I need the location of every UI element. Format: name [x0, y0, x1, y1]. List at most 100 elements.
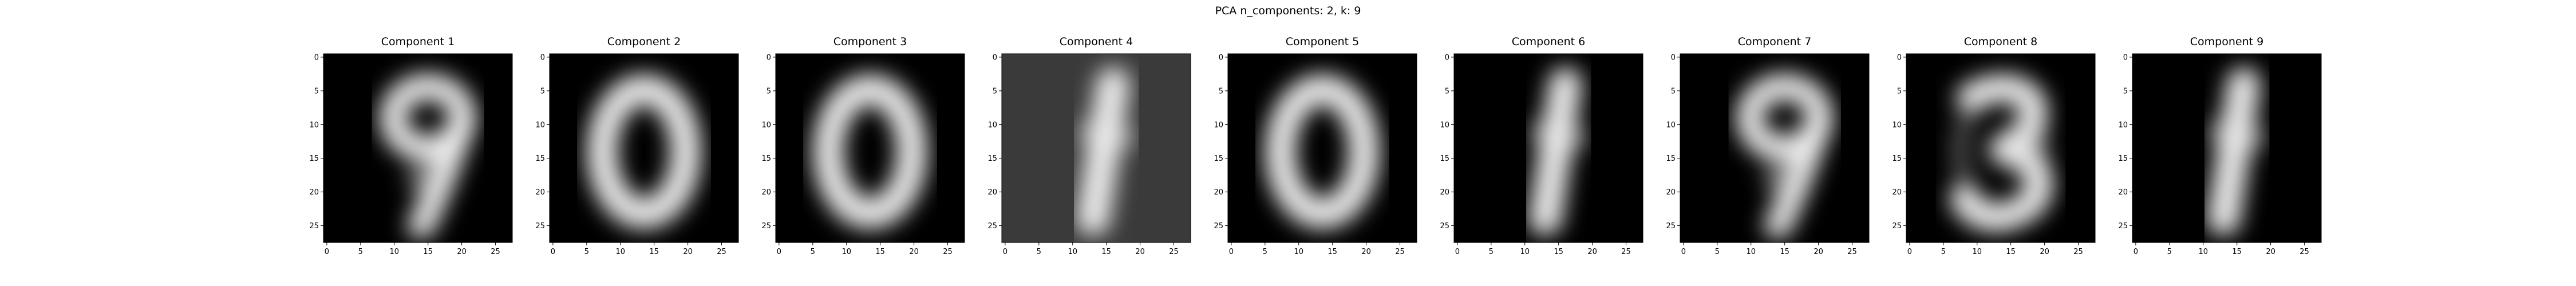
x-tick-label: 20	[1361, 248, 1371, 256]
x-tick-label: 0	[1455, 248, 1460, 256]
y-tick-label: 5	[1445, 87, 1449, 96]
y-tick-label: 20	[1214, 188, 1223, 197]
y-tick-label: 15	[1440, 154, 1449, 163]
digit-stroke	[1763, 164, 1793, 193]
heatmap-axes: 0 5 10 15 20 25 0 5 10 15 20 25	[1228, 35, 1445, 264]
y-tick-label: 5	[540, 87, 545, 96]
figure-title: PCA n_components: 2, k: 9	[0, 5, 2576, 17]
x-tick-label: 0	[1681, 248, 1686, 256]
x-tick-label: 10	[841, 248, 851, 256]
y-tick-label: 15	[535, 154, 545, 163]
component-panel-8: Component 8 0 5 10 15 20 25 0 5 10 15 20 25	[1906, 35, 2124, 264]
x-tick-label: 15	[423, 248, 433, 256]
y-tick-label: 15	[1892, 154, 1902, 163]
y-tick-label: 0	[2123, 53, 2128, 62]
x-tick-label: 20	[1587, 248, 1597, 256]
y-tick-label: 0	[993, 53, 997, 62]
y-tick-label: 10	[1892, 121, 1902, 129]
x-tick-label: 0	[777, 248, 781, 256]
y-tick-label: 15	[987, 154, 997, 163]
x-tick-label: 10	[1068, 248, 1077, 256]
y-tick-label: 20	[761, 188, 771, 197]
x-tick-label: 15	[649, 248, 659, 256]
x-tick-label: 5	[1715, 248, 1720, 256]
x-tick-label: 20	[1135, 248, 1145, 256]
y-tick-label: 10	[1214, 121, 1223, 129]
x-tick-label: 0	[325, 248, 329, 256]
heatmap-axes: 0 5 10 15 20 25 0 5 10 15 20 25	[2132, 35, 2350, 264]
y-tick-label: 0	[1219, 53, 1223, 62]
heatmap-axes: 0 5 10 15 20 25 0 5 10 15 20 25	[1454, 35, 1672, 264]
y-tick-label: 10	[761, 121, 771, 129]
y-tick-label: 25	[987, 222, 997, 231]
y-tick-label: 5	[1897, 87, 1902, 96]
x-tick-label: 10	[1520, 248, 1530, 256]
x-tick-label: 0	[1003, 248, 1008, 256]
component-panel-6: Component 6 0 5 10 15 20 25 0 5 10 15 20 25	[1454, 35, 1672, 264]
x-tick-label: 20	[1814, 248, 1823, 256]
x-tick-label: 5	[1941, 248, 1946, 256]
y-tick-label: 0	[314, 53, 319, 62]
x-tick-label: 25	[1621, 248, 1631, 256]
x-tick-label: 0	[2134, 248, 2138, 256]
x-tick-label: 5	[1489, 248, 1494, 256]
x-tick-label: 10	[1972, 248, 1982, 256]
y-tick-label: 15	[1214, 154, 1223, 163]
x-tick-label: 25	[1395, 248, 1405, 256]
y-tick-label: 25	[1214, 222, 1223, 231]
x-tick-label: 20	[2040, 248, 2049, 256]
digit-stroke	[1538, 132, 1579, 143]
x-tick-label: 15	[1327, 248, 1337, 256]
y-tick-label: 25	[1892, 222, 1902, 231]
heatmap-axes: 0 5 10 15 20 25 0 5 10 15 20 25	[1680, 35, 1898, 264]
x-tick-label: 5	[358, 248, 363, 256]
x-tick-label: 15	[875, 248, 885, 256]
y-tick-label: 10	[535, 121, 545, 129]
x-tick-label: 20	[2266, 248, 2275, 256]
x-tick-label: 5	[811, 248, 815, 256]
y-tick-label: 20	[1892, 188, 1902, 197]
x-tick-label: 15	[1101, 248, 1111, 256]
y-tick-label: 20	[2118, 188, 2128, 197]
x-tick-label: 5	[1037, 248, 1041, 256]
x-tick-label: 10	[1746, 248, 1756, 256]
y-tick-label: 25	[1440, 222, 1449, 231]
y-tick-label: 5	[1219, 87, 1223, 96]
x-tick-label: 25	[1169, 248, 1179, 256]
y-tick-label: 0	[1445, 53, 1449, 62]
heatmap-axes: 0 5 10 15 20 25 0 5 10 15 20 25	[1002, 35, 1219, 264]
x-tick-label: 10	[2198, 248, 2208, 256]
x-tick-label: 20	[909, 248, 919, 256]
heatmap-axes: 0 5 10 15 20 25 0 5 10 15 20 25	[550, 35, 767, 264]
x-tick-label: 15	[1780, 248, 1789, 256]
component-panel-9: Component 9 0 5 10 15 20 25 0 5 10 15 20 25	[2132, 35, 2350, 264]
y-tick-label: 20	[535, 188, 545, 197]
x-tick-label: 0	[1229, 248, 1234, 256]
component-panel-5: Component 5 0 5 10 15 20 25 0 5 10 15 20 25	[1228, 35, 1445, 264]
y-tick-label: 15	[2118, 154, 2128, 163]
heatmap-axes: 0 5 10 15 20 25 0 5 10 15 20 25	[323, 35, 541, 264]
y-tick-label: 10	[987, 121, 997, 129]
x-tick-label: 5	[2167, 248, 2172, 256]
y-tick-label: 0	[540, 53, 545, 62]
x-tick-label: 25	[717, 248, 726, 256]
heatmap-axes: 0 5 10 15 20 25 0 5 10 15 20 25	[776, 35, 993, 264]
component-panel-7: Component 7 0 5 10 15 20 25 0 5 10 15 20 25	[1680, 35, 1898, 264]
y-tick-label: 20	[1666, 188, 1676, 197]
y-tick-label: 25	[309, 222, 319, 231]
x-tick-label: 20	[457, 248, 467, 256]
y-tick-label: 20	[987, 188, 997, 197]
y-tick-label: 5	[314, 87, 319, 96]
y-tick-label: 10	[309, 121, 319, 129]
component-panel-4: Component 4 0 5 10 15 20 25 0 5 10 15 20 25	[1002, 35, 1219, 264]
y-tick-label: 10	[1666, 121, 1676, 129]
x-tick-label: 0	[1907, 248, 1912, 256]
x-tick-label: 25	[2300, 248, 2309, 256]
y-tick-label: 15	[1666, 154, 1676, 163]
component-panel-2: Component 2 0 5 10 15 20 25 0 5 10 15 20 25	[550, 35, 767, 264]
y-tick-label: 25	[761, 222, 771, 231]
digit-stroke	[1086, 132, 1127, 143]
y-tick-label: 5	[1671, 87, 1676, 96]
x-tick-label: 25	[1847, 248, 1857, 256]
y-tick-label: 0	[767, 53, 771, 62]
